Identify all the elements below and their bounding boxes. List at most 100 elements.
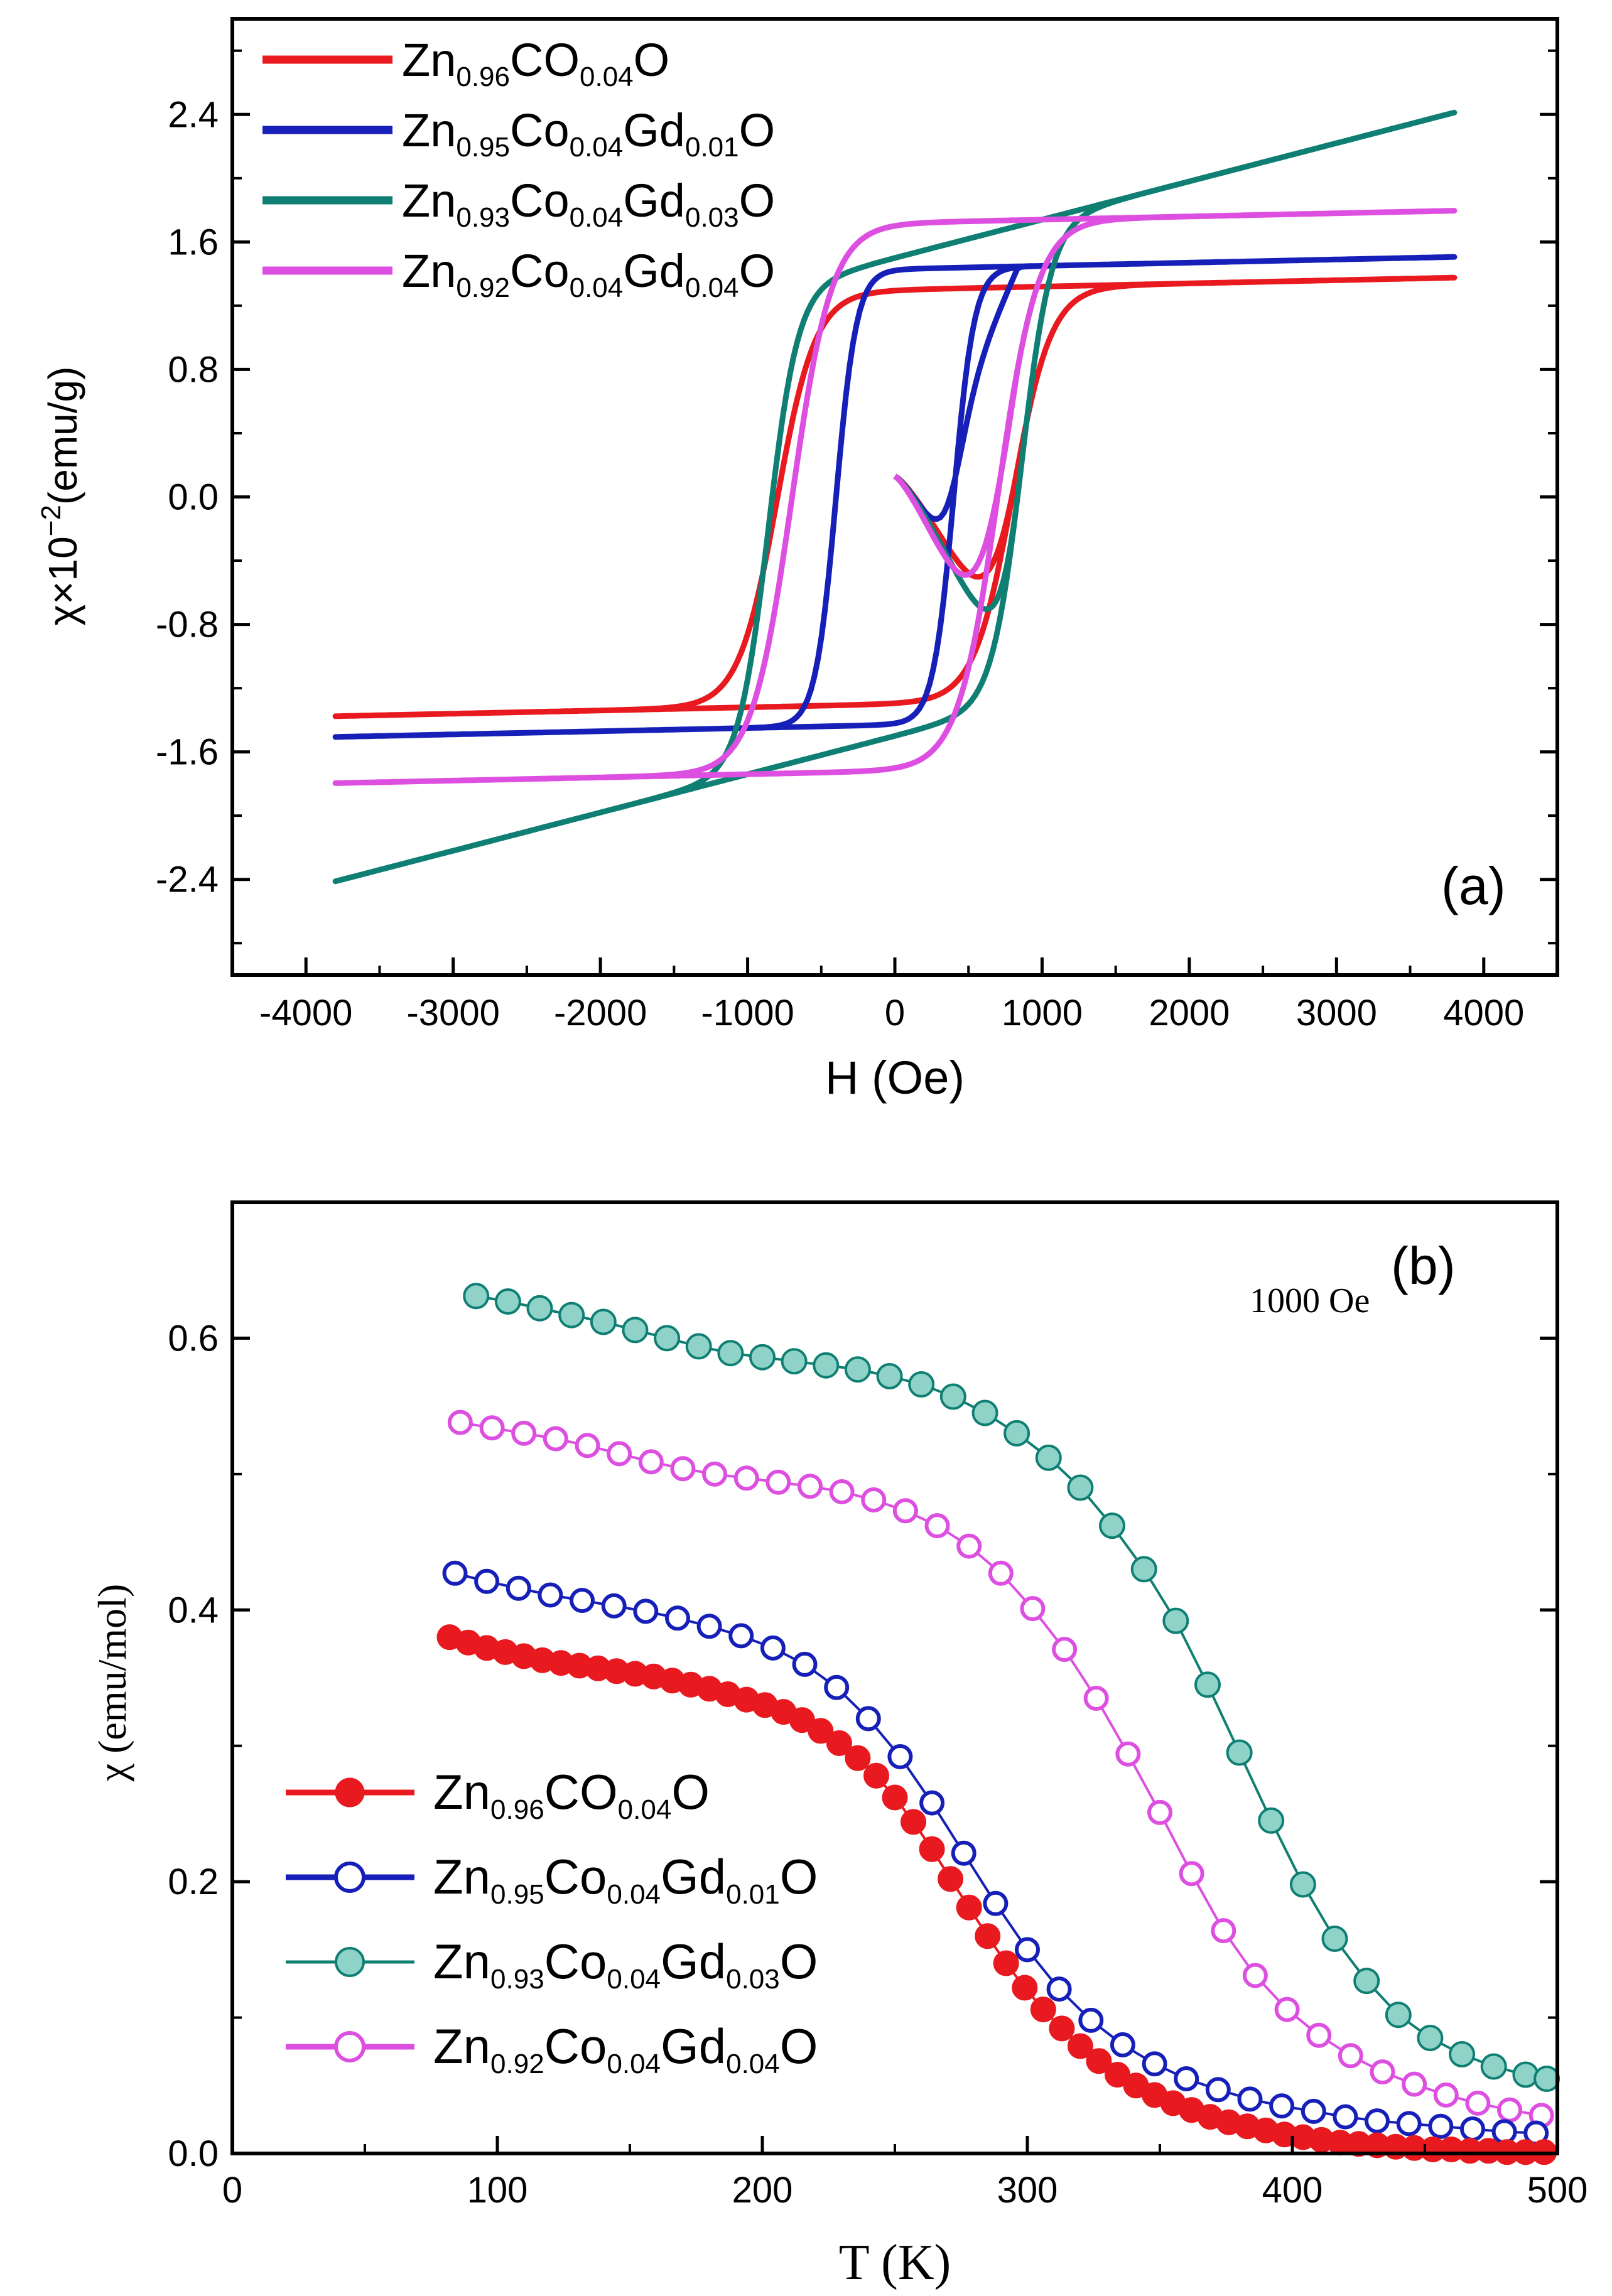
data-point — [622, 1317, 649, 1344]
x-tick-label-a: 1000 — [1002, 993, 1083, 1033]
data-point — [845, 1745, 871, 1771]
data-point — [558, 1302, 585, 1329]
data-point — [1086, 2048, 1112, 2074]
legend-label-b: Zn0.93Co0.04Gd0.03O — [433, 1934, 818, 1995]
data-point — [882, 1784, 908, 1811]
data-point — [1078, 2007, 1104, 2033]
data-point — [829, 1479, 855, 1504]
y-tick-label-b: 0.0 — [168, 2133, 219, 2174]
data-point — [1242, 1963, 1268, 1988]
hysteresis-loop — [332, 274, 1458, 720]
x-tick-label-b: 500 — [1527, 2170, 1588, 2211]
data-point — [526, 1295, 553, 1322]
data-point — [1162, 1607, 1189, 1634]
data-point — [1205, 2077, 1231, 2103]
data-point — [1049, 2015, 1075, 2042]
data-point — [1046, 1976, 1072, 2002]
data-point — [887, 1744, 913, 1769]
data-point — [919, 1836, 945, 1862]
legend-marker-b — [334, 2031, 365, 2062]
data-point — [1353, 1968, 1380, 1995]
data-point — [861, 1487, 887, 1512]
legend-label-a: Zn0.96CO0.04O — [402, 34, 669, 92]
data-point — [1003, 1420, 1030, 1447]
data-point — [1226, 1739, 1253, 1766]
data-point — [1402, 2071, 1427, 2097]
x-tick-label-a: 4000 — [1443, 993, 1524, 1033]
x-tick-label-a: -3000 — [406, 993, 499, 1033]
data-point — [1417, 2025, 1444, 2051]
data-point — [1289, 1871, 1316, 1898]
series-group — [463, 1283, 1561, 2092]
data-point — [506, 1575, 531, 1601]
data-point — [685, 1333, 712, 1360]
data-point — [1035, 1444, 1062, 1471]
hysteresis-loop — [332, 109, 1458, 885]
legend-a: Zn0.96CO0.04O Zn0.95Co0.04Gd0.01O Zn0.93Co… — [262, 34, 775, 303]
data-point — [1534, 2066, 1561, 2092]
data-point — [863, 1762, 889, 1789]
x-tick-labels-b: 0 100 200 300 400 500 — [222, 2170, 1588, 2211]
legend-marker-b — [335, 1777, 365, 1808]
legend-marker-b — [334, 1862, 365, 1893]
susceptibility-curves — [436, 1283, 1561, 2165]
data-point — [1338, 2043, 1363, 2069]
legend-label-a: Zn0.92Co0.04Gd0.04O — [402, 245, 775, 303]
y-tick-label-a: 0.0 — [168, 477, 219, 518]
data-point — [760, 1635, 786, 1661]
data-point — [665, 1605, 690, 1631]
data-point — [1497, 2097, 1522, 2123]
y-tick-label-a: -1.6 — [156, 732, 219, 773]
data-point — [956, 1533, 982, 1559]
data-point — [939, 1383, 966, 1410]
x-tick-label-a: -2000 — [554, 993, 647, 1033]
legend-b: Zn0.96CO0.04O Zn0.95Co0.04Gd0.01O Zn0.93Co… — [286, 1764, 818, 2079]
data-point — [1365, 2108, 1390, 2134]
data-point — [696, 1614, 722, 1639]
data-point — [717, 1340, 744, 1367]
data-point — [1396, 2111, 1422, 2137]
tick-marks-b — [230, 1336, 1559, 2155]
data-point — [988, 1560, 1014, 1586]
x-tick-labels-a: -4000 -3000 -2000 -1000 0 1000 2000 3000 4000 — [259, 993, 1524, 1033]
data-point — [1269, 2093, 1295, 2119]
x-tick-label-b: 200 — [732, 2170, 793, 2211]
field-annotation-b: 1000 Oe — [1250, 1281, 1370, 1320]
data-point — [1130, 1556, 1157, 1583]
data-point — [1179, 1861, 1204, 1887]
data-point — [1052, 1637, 1078, 1663]
data-point — [1142, 2051, 1167, 2077]
hysteresis-curves — [332, 109, 1458, 885]
x-tick-label-b: 0 — [222, 2170, 242, 2211]
x-tick-label-a: -1000 — [701, 993, 794, 1033]
data-point — [1258, 1807, 1285, 1834]
hysteresis-panel: -4000 -3000 -2000 -1000 0 1000 2000 3000 4000 -2… — [36, 17, 1559, 1104]
data-point — [892, 1498, 918, 1524]
data-point — [975, 1923, 1001, 1949]
data-point — [1015, 1937, 1040, 1963]
tick-marks-a — [232, 49, 1557, 975]
data-point — [855, 1706, 881, 1732]
data-point — [654, 1325, 681, 1352]
data-point — [1194, 1671, 1221, 1698]
legend-label-b: Zn0.95Co0.04Gd0.01O — [433, 1849, 818, 1910]
data-point — [798, 1474, 823, 1499]
hysteresis-loop — [332, 254, 1458, 740]
data-point — [1301, 2098, 1326, 2124]
data-point — [633, 1598, 659, 1624]
data-point — [749, 1344, 776, 1371]
panel-label-b: (b) — [1391, 1236, 1456, 1295]
series-group — [436, 1624, 1557, 2165]
data-point — [924, 1513, 950, 1539]
data-point — [781, 1348, 808, 1375]
data-point — [442, 1560, 468, 1586]
y-tick-labels-b: 0.0 0.2 0.4 0.6 — [168, 1318, 219, 2174]
data-point — [813, 1352, 840, 1379]
data-point — [1274, 1997, 1300, 2022]
x-axis-label-a: H (Oe) — [825, 1052, 965, 1104]
y-tick-label-a: 0.8 — [168, 349, 219, 390]
legend-label-a: Zn0.93Co0.04Gd0.03O — [402, 175, 775, 233]
data-point — [1385, 2002, 1412, 2029]
hysteresis-loop — [332, 208, 1458, 786]
